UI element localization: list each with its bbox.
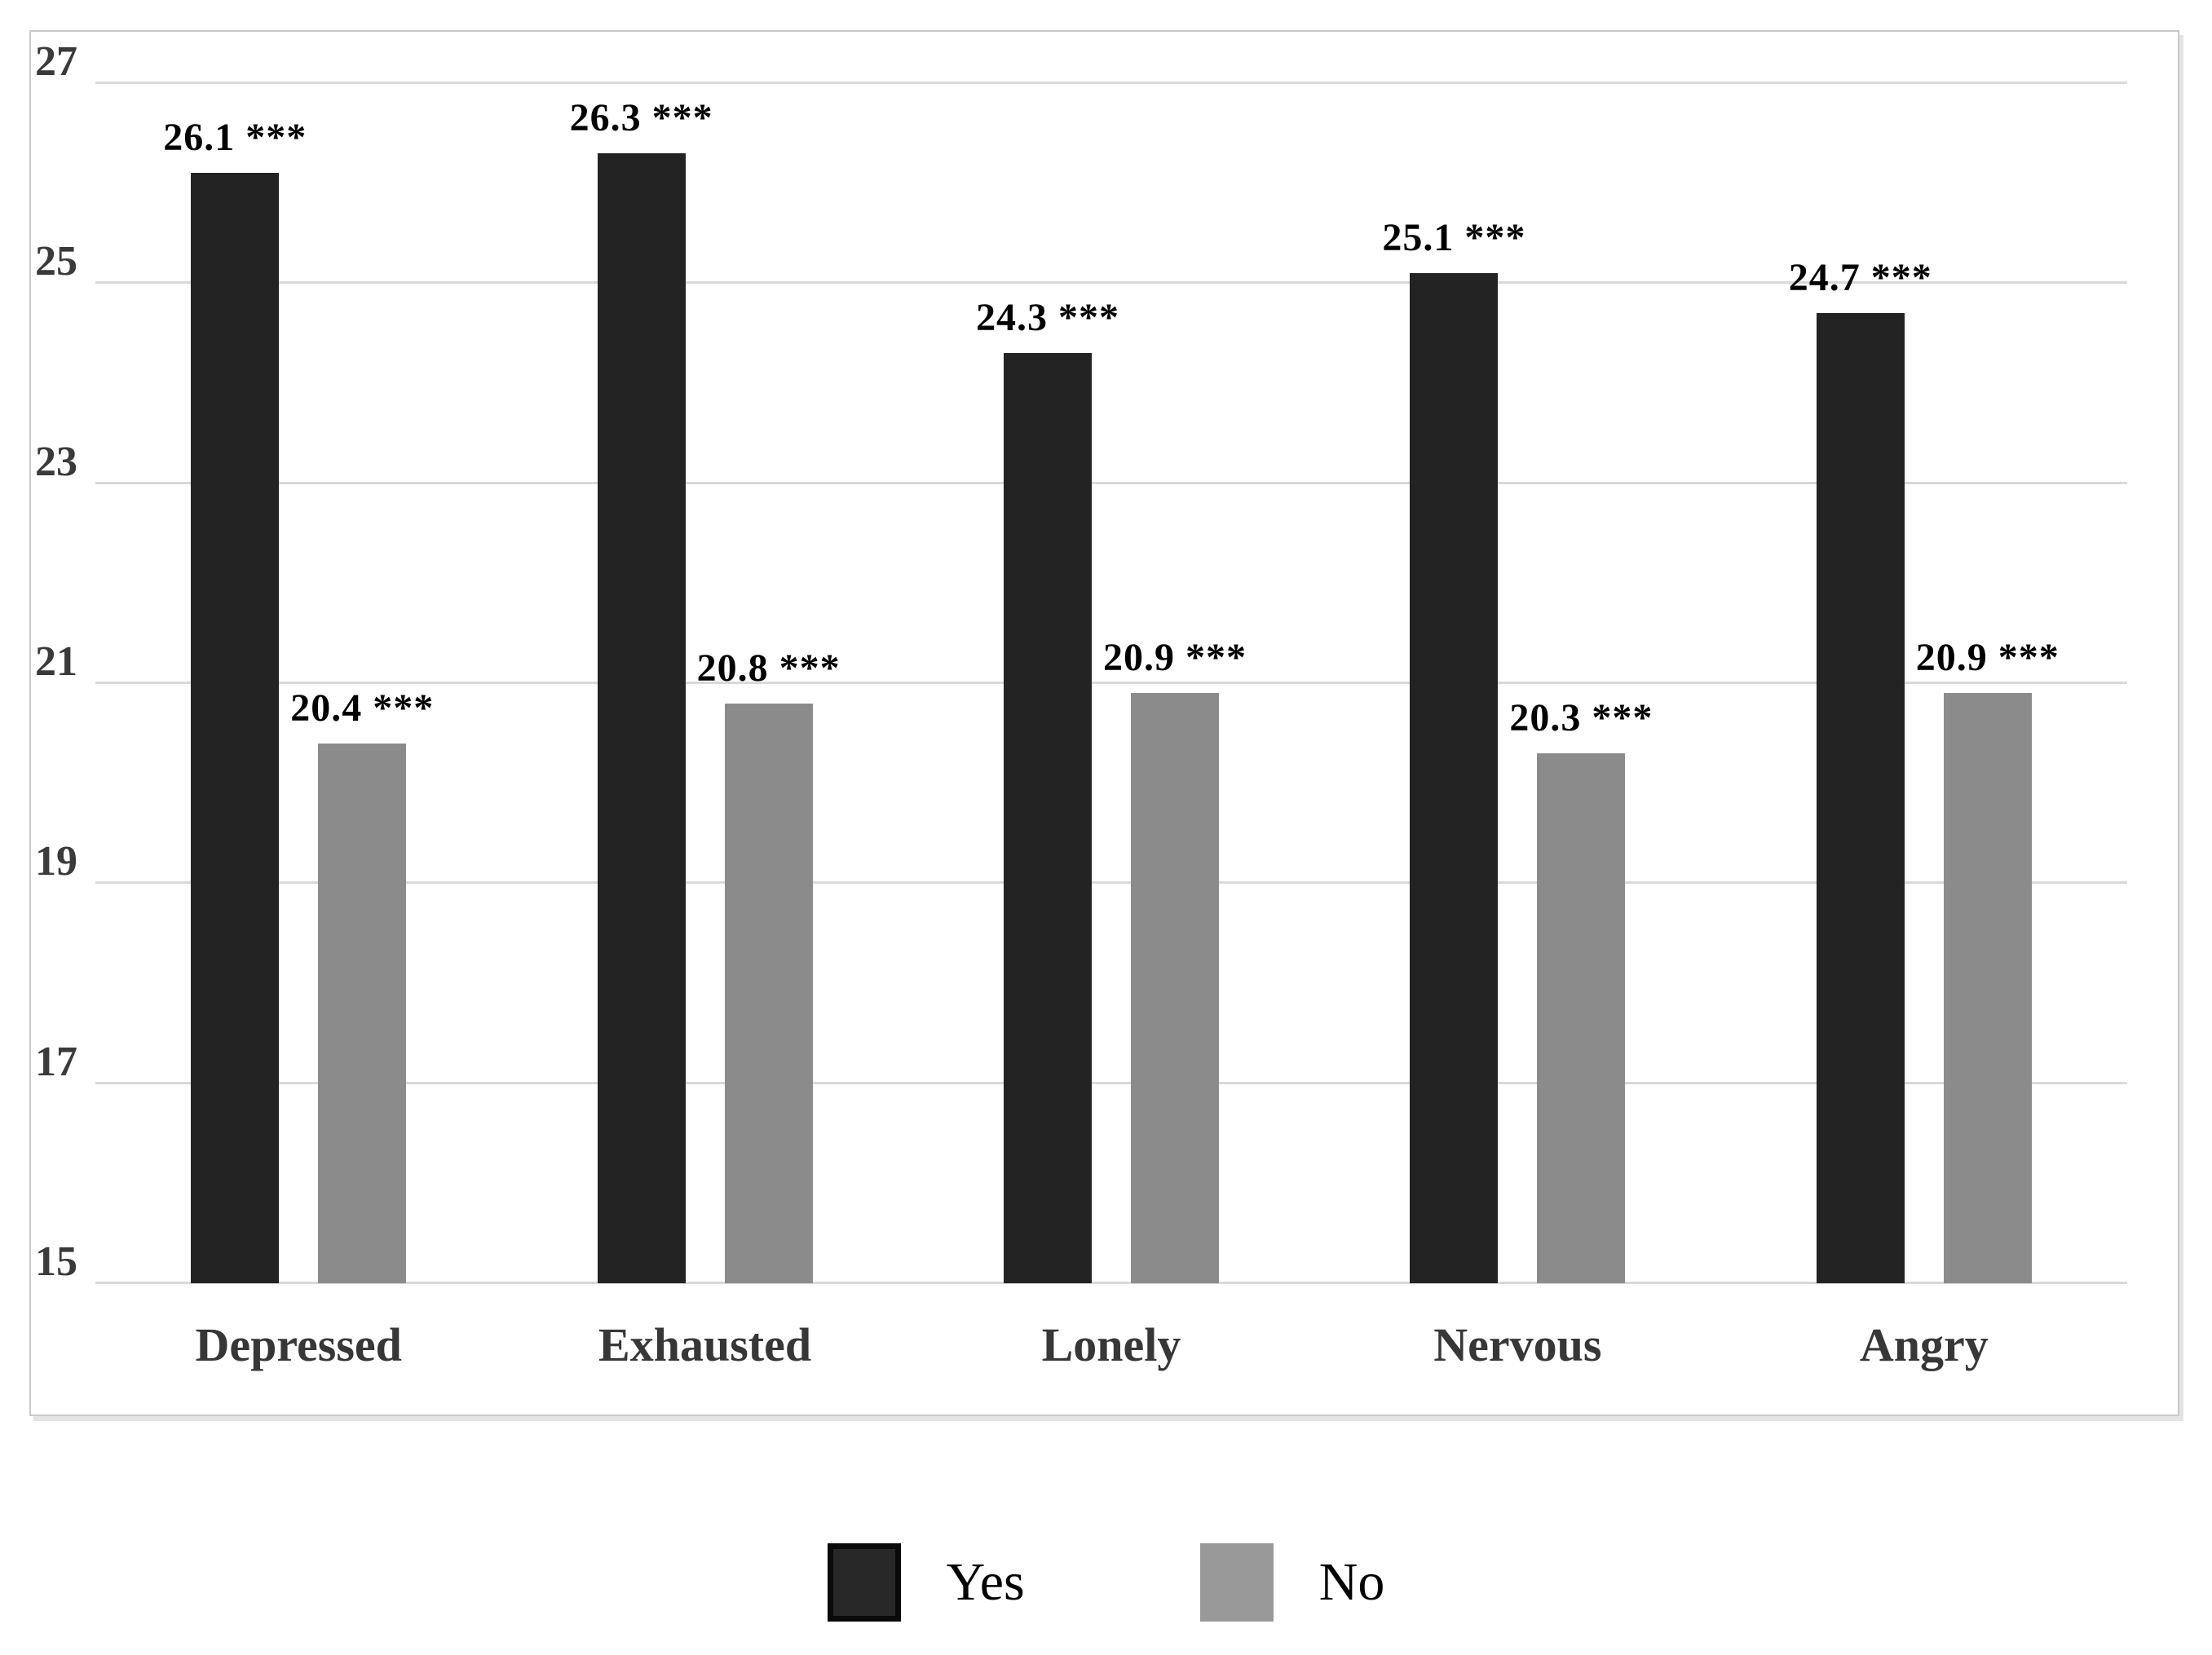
bar-group-depressed: 26.1 *** 20.4 ***	[95, 83, 501, 1283]
legend-swatch-yes-icon	[827, 1543, 901, 1622]
y-tick-label-25: 25	[35, 238, 77, 285]
bar-yes-lonely: 24.3 ***	[976, 296, 1119, 1283]
bar-yes-exhausted: 26.3 ***	[570, 96, 713, 1283]
legend-label-no: No	[1318, 1552, 1385, 1612]
bar-value-label: 24.7 ***	[1788, 256, 1932, 300]
chart-legend: Yes No	[0, 1543, 2212, 1622]
gridline-y17	[95, 1081, 2127, 1084]
gridline-y23	[95, 481, 2127, 484]
gridline-y19	[95, 881, 2127, 885]
x-axis-label-depressed: Depressed	[195, 1318, 402, 1371]
bar-no-exhausted: 20.8 ***	[697, 647, 840, 1283]
y-tick-label-27: 27	[35, 38, 77, 85]
y-tick-label-21: 21	[35, 638, 77, 685]
y-tick-label-23: 23	[35, 438, 77, 485]
bar-value-label: 26.1 ***	[163, 116, 307, 160]
y-tick-label-15: 15	[35, 1238, 77, 1285]
bar-no-lonely: 20.9 ***	[1103, 636, 1246, 1283]
bar-value-label: 26.3 ***	[569, 95, 713, 139]
legend-label-yes: Yes	[946, 1552, 1025, 1612]
x-axis-label-angry: Angry	[1859, 1318, 1989, 1371]
bar-group-angry: 24.7 *** 20.9 ***	[1721, 83, 2127, 1283]
bar-group-lonely: 24.3 *** 20.9 ***	[908, 83, 1314, 1283]
bar-group-exhausted: 26.3 *** 20.8 ***	[501, 83, 907, 1283]
bar-no-angry: 20.9 ***	[1916, 636, 2059, 1283]
x-axis-label-nervous: Nervous	[1433, 1318, 1602, 1371]
y-tick-label-17: 17	[35, 1038, 77, 1085]
bar-yes-depressed: 26.1 ***	[163, 116, 306, 1283]
bar-value-label: 25.1 ***	[1382, 216, 1526, 260]
plot-area: 15 17 19 21 23 25 27 26.1 *** 20.4 *** Depressed 2…	[35, 41, 2127, 1371]
bar-no-nervous: 20.3 ***	[1509, 696, 1652, 1283]
x-axis-label-exhausted: Exhausted	[598, 1318, 812, 1371]
bar-value-label: 24.3 ***	[975, 296, 1119, 340]
legend-item-yes: Yes	[827, 1543, 1025, 1622]
x-axis-label-lonely: Lonely	[1041, 1318, 1181, 1371]
gridline-y15	[95, 1282, 2127, 1284]
legend-swatch-no-icon	[1199, 1543, 1274, 1622]
bar-group-nervous: 25.1 *** 20.3 ***	[1314, 83, 1720, 1283]
bar-yes-nervous: 25.1 ***	[1382, 216, 1525, 1283]
gridline-y21	[95, 682, 2127, 684]
bar-value-label: 20.3 ***	[1509, 695, 1653, 739]
bar-value-label: 20.4 ***	[290, 686, 435, 730]
gridline-y27	[95, 82, 2127, 84]
chart-panel: 15 17 19 21 23 25 27 26.1 *** 20.4 *** Depressed 2…	[29, 30, 2179, 1416]
gridline-y25	[95, 281, 2127, 285]
y-tick-label-19: 19	[35, 838, 77, 885]
bar-value-label: 20.9 ***	[1915, 636, 2060, 680]
bar-value-label: 20.8 ***	[696, 646, 841, 690]
bar-yes-angry: 24.7 ***	[1789, 256, 1932, 1283]
legend-item-no: No	[1199, 1543, 1385, 1622]
bar-value-label: 20.9 ***	[1102, 636, 1247, 680]
bar-no-depressed: 20.4 ***	[290, 686, 433, 1283]
